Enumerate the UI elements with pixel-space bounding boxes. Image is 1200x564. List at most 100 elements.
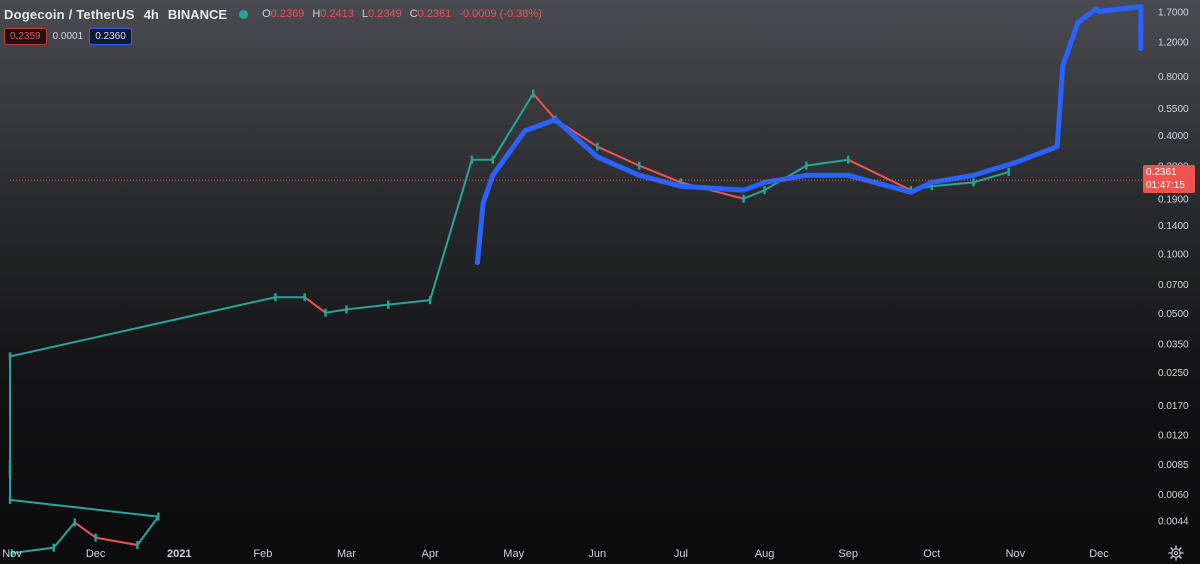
overlay-point xyxy=(480,200,486,206)
overlay-point xyxy=(678,183,684,189)
ohlc-high: H0.2413 xyxy=(312,8,354,20)
current-price-tag: 0.2361 01:47:15 xyxy=(1143,165,1195,193)
price-tick-label: 0.0700 xyxy=(1158,280,1189,291)
time-tick-label: Oct xyxy=(923,548,940,560)
time-tick-label: Jul xyxy=(674,548,688,560)
overlay-point xyxy=(929,179,935,185)
overlay-line xyxy=(474,4,1144,263)
overlay-point xyxy=(636,172,642,178)
time-tick-label: Dec xyxy=(1089,548,1109,560)
candle-point xyxy=(8,495,12,504)
candle-point xyxy=(491,155,494,164)
candle-point xyxy=(303,293,306,302)
candle-point xyxy=(596,142,599,151)
candle-point xyxy=(679,178,683,187)
price-tick-label: 0.0250 xyxy=(1158,368,1189,379)
candle-segment xyxy=(11,546,54,555)
candle-point xyxy=(8,469,12,478)
overlay-point xyxy=(741,187,747,193)
overlay-point xyxy=(908,189,914,195)
candle-segment xyxy=(74,521,97,539)
candle-segment xyxy=(304,296,327,314)
sell-price-button[interactable]: 0.2359 xyxy=(4,28,47,45)
candle-point xyxy=(52,543,56,552)
candle-segment xyxy=(429,159,473,301)
overlay-point xyxy=(553,117,558,123)
price-tick-label: 0.0350 xyxy=(1158,339,1189,350)
candle-point xyxy=(428,296,432,305)
candle-point xyxy=(972,178,975,187)
overlay-point xyxy=(762,179,768,185)
candle-point xyxy=(763,186,766,195)
ohlc-open: O0.2369 xyxy=(262,8,305,20)
price-tick-label: 0.0044 xyxy=(1158,516,1189,527)
price-tick-label: 0.5500 xyxy=(1158,104,1189,115)
overlay-point xyxy=(845,172,851,178)
price-tick-label: 0.0060 xyxy=(1158,490,1189,501)
candle-point xyxy=(345,305,348,314)
candle-segment xyxy=(847,158,912,192)
candle-segment xyxy=(136,516,160,546)
gear-icon[interactable] xyxy=(1168,545,1184,561)
time-tick-label: Nov xyxy=(2,548,22,560)
buy-price-button[interactable]: 0.2360 xyxy=(89,28,132,45)
ohlc-low: L0.2349 xyxy=(361,8,402,20)
time-tick-label: Mar xyxy=(337,548,356,560)
candle-segment xyxy=(325,308,347,314)
time-axis: Nov Dec 2021 Feb Mar Apr May Jun Jul Aug Sep Oct Nov… xyxy=(2,548,1109,560)
candle-point xyxy=(8,465,12,474)
price-tick-label: 0.0085 xyxy=(1158,460,1189,471)
time-tick-label: Dec xyxy=(86,548,106,560)
candle-segment xyxy=(9,296,276,358)
overlay-point xyxy=(594,154,600,160)
candle-segment xyxy=(491,93,535,161)
candle-point xyxy=(157,512,160,521)
candle-point xyxy=(8,352,12,361)
symbol-title[interactable]: Dogecoin / TetherUS xyxy=(4,6,135,22)
candle-point xyxy=(846,155,850,164)
overlay-point xyxy=(1096,9,1102,15)
time-tick-label: May xyxy=(503,548,524,560)
candle-point xyxy=(387,300,390,309)
overlay-point xyxy=(1060,63,1066,69)
chart-header: Dogecoin / TetherUS 4h BINANCE O0.2369 H… xyxy=(4,4,542,24)
price-tick-label: 0.1000 xyxy=(1158,250,1189,261)
candle-segment xyxy=(743,189,765,200)
candle-point xyxy=(532,89,535,98)
candle-point xyxy=(94,533,97,542)
price-tick-label: 0.0120 xyxy=(1158,431,1189,442)
bid-ask-panel: 0.2359 0.0001 0.2360 xyxy=(4,28,132,45)
time-tick-label: Jun xyxy=(588,548,606,560)
price-tick-label: 1.2000 xyxy=(1158,37,1189,48)
candle-point xyxy=(73,518,76,527)
overlay-series xyxy=(474,4,1144,266)
candle-segment xyxy=(638,164,682,184)
spread-value: 0.0001 xyxy=(52,31,84,42)
overlay-point xyxy=(522,128,528,134)
ohlc-readout: O0.2369 H0.2413 L0.2349 C0.2361 -0.0009 … xyxy=(262,8,542,20)
price-tick-label: 0.1400 xyxy=(1158,221,1189,232)
candle-point xyxy=(930,182,933,191)
candle-point xyxy=(274,293,277,302)
bar-countdown: 01:47:15 xyxy=(1146,180,1185,191)
candle-point xyxy=(324,308,327,317)
price-tick-label: 0.1900 xyxy=(1158,195,1189,206)
time-tick-label: 2021 xyxy=(167,548,191,560)
overlay-point xyxy=(1075,19,1081,25)
price-axis: 1.70001.20000.80000.55000.40000.28000.19… xyxy=(1158,8,1189,528)
overlay-point xyxy=(1012,160,1018,166)
candle-segment xyxy=(931,181,974,188)
ohlc-close: C0.2361 xyxy=(409,8,452,20)
candle-point xyxy=(742,194,745,203)
time-tick-label: Nov xyxy=(1006,548,1026,560)
interval-label[interactable]: 4h xyxy=(143,6,159,22)
ohlc-change: -0.0009 (-0.38%) xyxy=(459,8,542,20)
overlay-point xyxy=(1054,144,1060,150)
exchange-label: BINANCE xyxy=(167,6,228,22)
overlay-point xyxy=(490,172,496,178)
time-tick-label: Feb xyxy=(253,548,272,560)
current-price: 0.2361 xyxy=(1146,167,1177,178)
overlay-point xyxy=(1138,46,1144,52)
